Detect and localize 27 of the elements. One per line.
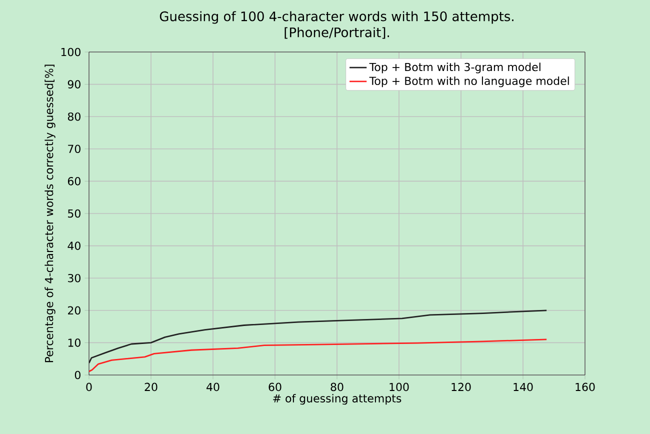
x-tick-label: 160 xyxy=(576,382,595,392)
chart-title: Guessing of 100 4-character words with 150 attempts. [Phone/Portrait]. xyxy=(160,11,514,39)
y-tick-label: 100 xyxy=(61,48,80,56)
x-tick-label: 0 xyxy=(86,382,92,392)
y-tick-label: 40 xyxy=(68,242,80,250)
line-series xyxy=(89,310,548,364)
x-tick-label: 40 xyxy=(206,382,220,392)
line-series xyxy=(89,338,548,372)
x-tick-label: 60 xyxy=(268,382,282,392)
y-tick-label: 80 xyxy=(68,112,80,121)
y-tick-label: 30 xyxy=(68,274,80,282)
legend-label: Top + Botm with 3-gram model xyxy=(369,62,540,74)
x-tick-label: 80 xyxy=(330,382,344,392)
y-tick-label: 0 xyxy=(74,370,80,380)
y-tick-label: 70 xyxy=(68,144,80,154)
x-tick-label: 140 xyxy=(514,382,533,392)
y-tick-label: 60 xyxy=(68,177,80,186)
x-tick-label: 120 xyxy=(452,382,471,392)
y-axis-title: Percentage of 4-character words correctly guessed[%] xyxy=(44,64,56,362)
y-tick-label: 50 xyxy=(68,209,80,218)
x-tick-label: 20 xyxy=(144,382,158,392)
y-tick-label: 10 xyxy=(68,338,80,347)
legend-label: Top + Botm with no language model xyxy=(369,76,569,88)
x-axis-title: # of guessing attempts xyxy=(273,394,402,405)
y-tick-label: 90 xyxy=(68,80,80,88)
y-tick-label: 20 xyxy=(68,306,80,315)
x-tick-label: 100 xyxy=(390,382,409,392)
